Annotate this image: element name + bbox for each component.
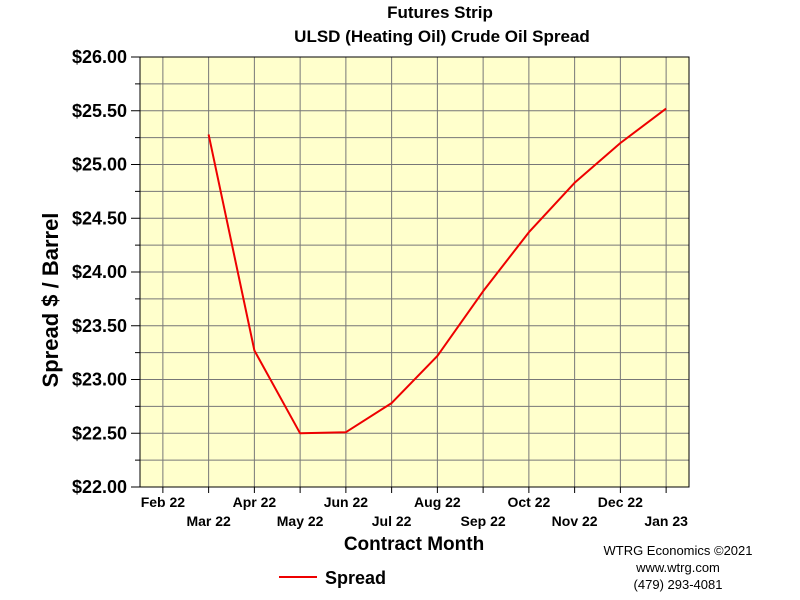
y-tick-label: $25.00 — [72, 155, 127, 175]
credit-website: www.wtrg.com — [635, 560, 720, 575]
y-tick-label: $24.00 — [72, 262, 127, 282]
x-tick-label: Dec 22 — [598, 494, 643, 510]
series-group — [207, 107, 667, 435]
y-tick-label: $23.50 — [72, 316, 127, 336]
x-tick-label: Mar 22 — [186, 513, 231, 529]
y-tick-label: $23.00 — [72, 370, 127, 390]
x-tick-label: Jan 23 — [644, 513, 688, 529]
x-tick-label: Jul 22 — [372, 513, 412, 529]
x-tick-label: May 22 — [277, 513, 324, 529]
x-tick-label: Jun 22 — [324, 494, 369, 510]
chart-title: Futures Strip — [387, 3, 493, 22]
y-tick-label: $22.50 — [72, 423, 127, 443]
y-axis: $22.00 $22.50 $23.00 $23.50 $24.00 $24.50 $25.… — [72, 47, 140, 497]
y-tick-label: $24.50 — [72, 208, 127, 228]
x-tick-label: Nov 22 — [552, 513, 598, 529]
x-tick-label: Oct 22 — [507, 494, 550, 510]
legend: Spread — [279, 568, 386, 588]
x-tick-label: Feb 22 — [141, 494, 186, 510]
series-line-spread — [207, 107, 667, 435]
x-tick-label: Apr 22 — [233, 494, 277, 510]
credit-phone: (479) 293-4081 — [634, 577, 723, 592]
x-tick-label: Aug 22 — [414, 494, 461, 510]
chart-subtitle: ULSD (Heating Oil) Crude Oil Spread — [294, 27, 590, 46]
y-axis-label: Spread $ / Barrel — [38, 213, 63, 388]
legend-label-spread: Spread — [325, 568, 386, 588]
credits: WTRG Economics ©2021 www.wtrg.com (479) … — [603, 543, 752, 592]
credit-company: WTRG Economics ©2021 — [603, 543, 752, 558]
y-tick-label: $26.00 — [72, 47, 127, 67]
y-tick-label: $25.50 — [72, 101, 127, 121]
x-tick-label: Sep 22 — [461, 513, 506, 529]
y-tick-label: $22.00 — [72, 477, 127, 497]
x-axis-label: Contract Month — [344, 534, 484, 555]
